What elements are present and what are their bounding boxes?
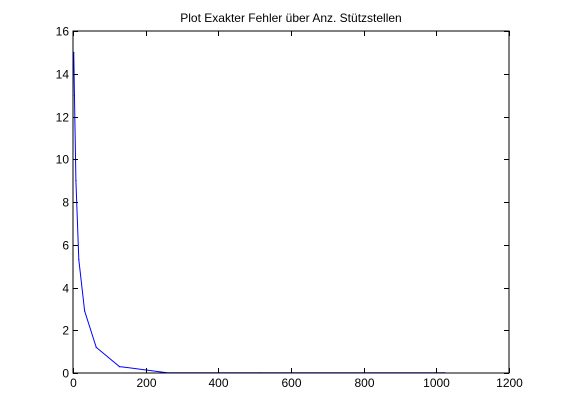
y-tick-label: 4 bbox=[62, 282, 69, 296]
x-tick-label: 800 bbox=[354, 376, 374, 390]
y-tick-label: 2 bbox=[62, 324, 69, 338]
x-tick-label: 400 bbox=[208, 376, 228, 390]
y-tick-label: 16 bbox=[56, 25, 70, 39]
data-point bbox=[75, 180, 77, 182]
x-tick-label: 600 bbox=[281, 376, 301, 390]
y-tick-label: 14 bbox=[56, 68, 70, 82]
x-tick-label: 1000 bbox=[423, 376, 450, 390]
chart-title: Plot Exakter Fehler über Anz. Stützstell… bbox=[180, 11, 401, 25]
y-tick-label: 0 bbox=[62, 367, 69, 381]
axes-box bbox=[72, 30, 510, 374]
y-tick-label: 8 bbox=[62, 196, 69, 210]
x-tick-label: 0 bbox=[70, 376, 77, 390]
data-point bbox=[84, 310, 86, 312]
y-tick-label: 10 bbox=[56, 153, 70, 167]
data-point bbox=[95, 346, 97, 348]
plot-area bbox=[73, 31, 509, 373]
data-point bbox=[118, 365, 121, 368]
y-tick-label: 12 bbox=[56, 111, 70, 125]
x-tick-label: 200 bbox=[136, 376, 156, 390]
data-point bbox=[73, 94, 76, 96]
ticks-layer: 0 200 400 600 800 1000 1200 0 2 4 6 8 10 12 14 16 bbox=[56, 25, 524, 391]
y-tick-label: 6 bbox=[62, 239, 69, 253]
data-point bbox=[78, 259, 80, 261]
x-tick-label: 1200 bbox=[496, 376, 523, 390]
